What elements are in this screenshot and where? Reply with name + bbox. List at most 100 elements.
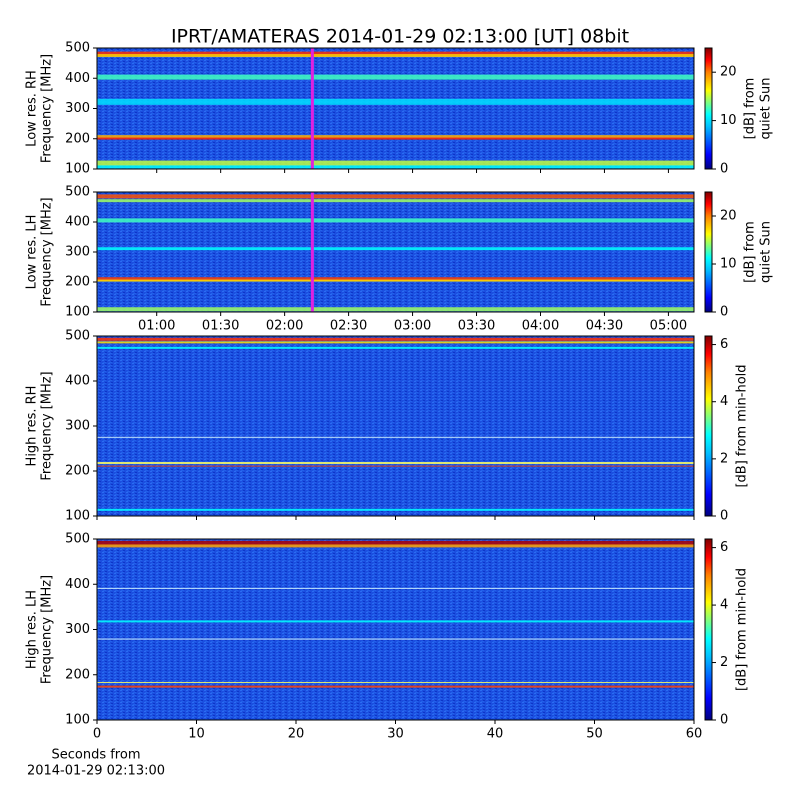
y-tick-label: 500 [65, 41, 90, 56]
x-tick-label: 0 [93, 727, 101, 742]
y-tick-label: 500 [65, 532, 90, 547]
colorbar-label: [dB] from min-hold [735, 568, 750, 691]
x-tick-label: 01:30 [202, 319, 239, 334]
y-axis-label: Low res. RH [25, 70, 40, 147]
spectral-band [97, 194, 694, 199]
x-tick-label: 40 [487, 727, 504, 742]
spectral-band [97, 681, 694, 683]
spectral-band [97, 508, 694, 511]
figure-title: IPRT/AMATERAS 2014-01-29 02:13:00 [UT] 0… [171, 26, 629, 48]
y-axis-label: High res. RH [25, 386, 40, 467]
y-tick-label: 400 [65, 215, 90, 230]
y-tick-label: 300 [65, 622, 90, 637]
spectral-band [97, 51, 694, 56]
colorbar-tick-label: 4 [720, 598, 728, 613]
y-tick-label: 200 [65, 667, 90, 682]
colorbar-tick-label: 10 [720, 113, 737, 128]
y-tick-label: 100 [65, 713, 90, 728]
colorbar-tick-label: 0 [720, 713, 728, 728]
y-tick-label: 100 [65, 162, 90, 177]
colorbar-tick-label: 2 [720, 451, 728, 466]
y-axis-label: Frequency [MHz] [40, 371, 55, 480]
spectral-band [97, 436, 694, 438]
y-tick-label: 100 [65, 509, 90, 524]
spectrogram [97, 48, 694, 169]
colorbar-label: [dB] from [743, 221, 758, 283]
x-tick-label: 02:30 [330, 319, 367, 334]
x-tick-label: 03:00 [394, 319, 431, 334]
y-axis-label: Frequency [MHz] [40, 575, 55, 684]
colorbar-tick-label: 6 [720, 540, 728, 555]
spectrogram [97, 539, 694, 720]
spectral-band [97, 165, 694, 169]
colorbar [704, 335, 713, 517]
spectral-band [97, 465, 694, 467]
spectral-band [97, 620, 694, 623]
spectral-band [97, 346, 694, 349]
y-tick-label: 500 [65, 185, 90, 200]
y-tick-label: 100 [65, 305, 90, 320]
y-axis-label: Frequency [MHz] [40, 54, 55, 163]
x-tick-label: 03:30 [458, 319, 495, 334]
x-tick-label: 01:00 [138, 319, 175, 334]
colorbar-tick-label: 6 [720, 337, 728, 352]
y-axis-label: High res. LH [25, 590, 40, 669]
colorbar-tick-label: 10 [720, 257, 737, 272]
spectral-band [97, 247, 694, 251]
y-tick-label: 200 [65, 275, 90, 290]
spectral-band [97, 74, 694, 80]
y-tick-label: 300 [65, 245, 90, 260]
x-tick-label: 50 [586, 727, 603, 742]
y-axis-label: Low res. LH [25, 215, 40, 290]
spectral-band [97, 137, 694, 140]
colorbar-label: quiet Sun [759, 221, 774, 283]
colorbar-tick-label: 4 [720, 394, 728, 409]
spectral-band [97, 135, 694, 139]
spectral-band [97, 98, 694, 105]
spectral-band [97, 199, 694, 203]
colorbar-tick-label: 2 [720, 655, 728, 670]
spectral-band [97, 218, 694, 223]
x-axis-label: 2014-01-29 02:13:00 [27, 764, 165, 779]
spectral-band [97, 540, 694, 545]
x-tick-label: 04:00 [522, 319, 559, 334]
x-tick-label: 20 [288, 727, 305, 742]
colorbar [704, 47, 713, 170]
y-tick-label: 400 [65, 577, 90, 592]
spectral-band [97, 462, 694, 464]
x-tick-label: 30 [387, 727, 404, 742]
colorbar-tick-label: 20 [720, 65, 737, 80]
colorbar-label: [dB] from min-hold [735, 364, 750, 487]
spectral-band [97, 587, 694, 589]
x-tick-label: 60 [686, 727, 703, 742]
x-tick-label: 05:00 [650, 319, 687, 334]
spectral-band [97, 307, 694, 312]
spectral-band [97, 279, 694, 282]
x-tick-label: 04:30 [586, 319, 623, 334]
time-marker [310, 48, 314, 169]
y-tick-label: 200 [65, 131, 90, 146]
spectral-band [97, 544, 694, 548]
y-tick-label: 300 [65, 101, 90, 116]
spectral-band [97, 337, 694, 341]
colorbar-tick-label: 0 [720, 305, 728, 320]
y-tick-label: 300 [65, 419, 90, 434]
colorbar-tick-label: 20 [720, 209, 737, 224]
spectrogram [97, 336, 694, 516]
x-tick-label: 10 [188, 727, 205, 742]
spectral-band [97, 54, 694, 58]
colorbar-label: [dB] from [743, 78, 758, 140]
spectrogram [97, 192, 694, 312]
time-marker [310, 192, 314, 312]
y-tick-label: 400 [65, 374, 90, 389]
colorbar [704, 538, 713, 721]
spectral-band [97, 685, 694, 688]
x-axis-label: Seconds from [51, 748, 140, 763]
y-tick-label: 200 [65, 464, 90, 479]
y-tick-label: 400 [65, 71, 90, 86]
spectral-band [97, 638, 694, 640]
spectral-band [97, 160, 694, 166]
colorbar-tick-label: 0 [720, 509, 728, 524]
spectral-band [97, 341, 694, 344]
